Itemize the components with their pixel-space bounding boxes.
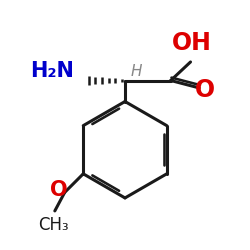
Text: H₂N: H₂N: [30, 60, 74, 80]
Text: OH: OH: [172, 30, 212, 54]
Text: O: O: [50, 180, 68, 201]
Text: O: O: [194, 78, 215, 102]
Text: H: H: [130, 64, 142, 78]
Text: CH₃: CH₃: [38, 216, 69, 234]
